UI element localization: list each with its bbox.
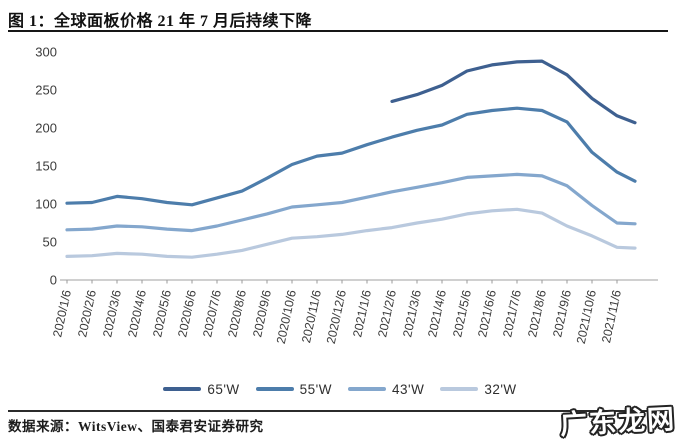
y-axis-tick-label: 50: [43, 235, 57, 250]
figure-title: 图 1：全球面板价格 21 年 7 月后持续下降: [8, 13, 313, 30]
x-axis-tick-label: 2021/5/6: [450, 289, 474, 339]
data-source-note: 数据来源：WitsView、国泰君安证券研究: [8, 419, 264, 434]
y-axis-tick-label: 200: [35, 121, 57, 136]
legend-item-32W: 32'W: [440, 382, 516, 397]
x-axis-tick-label: 2021/11/6: [599, 289, 624, 345]
x-axis-tick-label: 2021/1/6: [350, 289, 374, 339]
y-axis-tick-label: 0: [50, 273, 57, 288]
site-watermark: 广东龙网: [559, 403, 677, 442]
y-axis-tick-label: 300: [35, 45, 57, 60]
legend-label: 55'W: [299, 381, 332, 397]
x-axis-tick-label: 2021/4/6: [425, 289, 449, 339]
x-axis-tick-label: 2020/1/6: [50, 289, 74, 339]
series-line-32W: [65, 207, 637, 259]
x-axis-tick-label: 2021/2/6: [375, 289, 399, 339]
x-axis-tick-label: 2020/8/6: [225, 289, 249, 339]
series-line-55W: [65, 106, 637, 207]
x-axis-tick-label: 2020/9/6: [250, 289, 274, 339]
legend-item-65W: 65'W: [163, 382, 239, 397]
x-axis-tick-label: 2020/4/6: [125, 289, 149, 339]
x-axis-tick-label: 2021/3/6: [400, 289, 424, 339]
x-axis-tick-label: 2020/3/6: [100, 289, 124, 339]
legend-item-55W: 55'W: [255, 381, 332, 397]
title-underline: [8, 30, 668, 32]
x-axis-tick-label: 2020/7/6: [200, 289, 224, 339]
x-axis-tick-label: 2020/5/6: [150, 289, 174, 339]
x-axis-tick-label: 2020/12/6: [324, 289, 349, 346]
series-line-65W: [390, 59, 637, 125]
legend-swatch: [348, 387, 386, 391]
x-axis-tick-label: 2021/8/6: [525, 289, 549, 339]
legend-label: 65'W: [207, 381, 240, 397]
y-axis-tick-label: 100: [35, 197, 57, 212]
legend-label: 43'W: [392, 381, 425, 397]
series-line-43W: [65, 172, 637, 233]
legend-swatch: [255, 387, 294, 391]
x-axis-tick-label: 2020/6/6: [175, 289, 199, 339]
x-axis-tick-label: 2020/2/6: [75, 289, 99, 339]
line-chart: 0 50 100 150 200 250 300 2020/1/6 2020/2/6 2020/3…: [35, 45, 658, 346]
legend-swatch: [163, 387, 202, 391]
footer-divider: [8, 410, 668, 412]
y-axis-tick-label: 150: [35, 159, 57, 174]
x-axis-tick-label: 2021/7/6: [500, 289, 524, 339]
legend-label: 32'W: [484, 381, 517, 397]
legend-item-43W: 43'W: [348, 382, 424, 397]
chart-legend: 65'W 55'W 43'W 32'W: [0, 379, 680, 399]
x-axis-tick-label: 2021/9/6: [550, 289, 574, 339]
x-axis-tick-label: 2021/10/6: [574, 289, 599, 346]
x-axis-tick-label: 2020/11/6: [299, 289, 324, 345]
legend-swatch: [440, 387, 479, 391]
x-axis-tick-label: 2020/10/6: [274, 289, 299, 346]
y-axis-tick-label: 250: [35, 83, 57, 98]
x-axis-tick-label: 2021/6/6: [475, 289, 499, 339]
